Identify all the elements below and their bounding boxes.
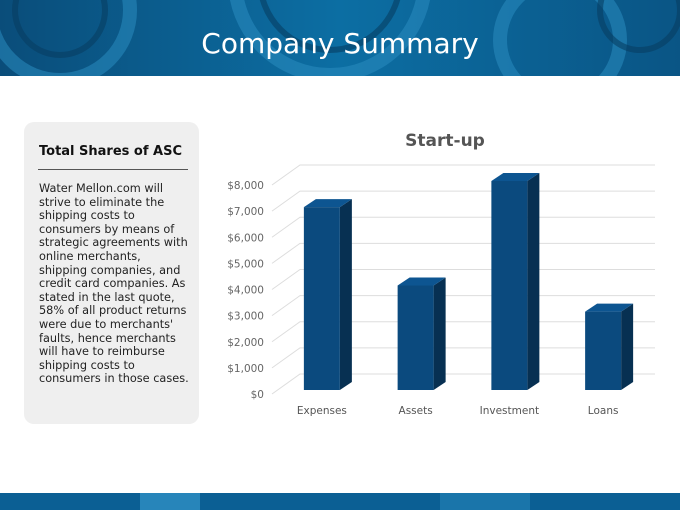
bar-side [527, 173, 540, 390]
panel-text: Water Mellon.com will strive to eliminat… [39, 182, 189, 386]
bar [303, 207, 340, 390]
bar-side [433, 277, 446, 390]
x-tick-label: Investment [480, 405, 539, 417]
divider [38, 169, 188, 170]
bar [397, 285, 434, 390]
x-tick-label: Assets [399, 405, 433, 417]
footer-band [0, 493, 680, 510]
bar-side [339, 199, 352, 390]
y-tick-label: $2,000 [227, 337, 264, 349]
bar [491, 181, 528, 390]
y-tick-label: $3,000 [227, 311, 264, 323]
y-tick-label: $6,000 [227, 232, 264, 244]
y-tick-label: $5,000 [227, 258, 264, 270]
y-tick-label: $4,000 [227, 285, 264, 297]
bar [585, 311, 622, 390]
y-tick-label: $8,000 [227, 180, 264, 192]
bar-top [303, 199, 352, 208]
x-tick-label: Loans [588, 405, 619, 417]
grid-line [271, 164, 655, 186]
y-tick-label: $7,000 [227, 206, 264, 218]
chart-title: Start-up [405, 131, 485, 151]
x-tick-label: Expenses [297, 405, 347, 417]
side-panel: Total Shares of ASC Water Mellon.com wil… [24, 122, 199, 424]
bar-top [397, 277, 446, 286]
slide-title: Company Summary [201, 27, 478, 60]
y-tick-label: $0 [251, 389, 264, 401]
bar-top [585, 303, 634, 312]
header: Company Summary [0, 0, 680, 76]
y-tick-label: $1,000 [227, 363, 264, 375]
panel-title: Total Shares of ASC [39, 144, 182, 159]
bar-top [491, 173, 540, 181]
bar-side [621, 303, 634, 390]
